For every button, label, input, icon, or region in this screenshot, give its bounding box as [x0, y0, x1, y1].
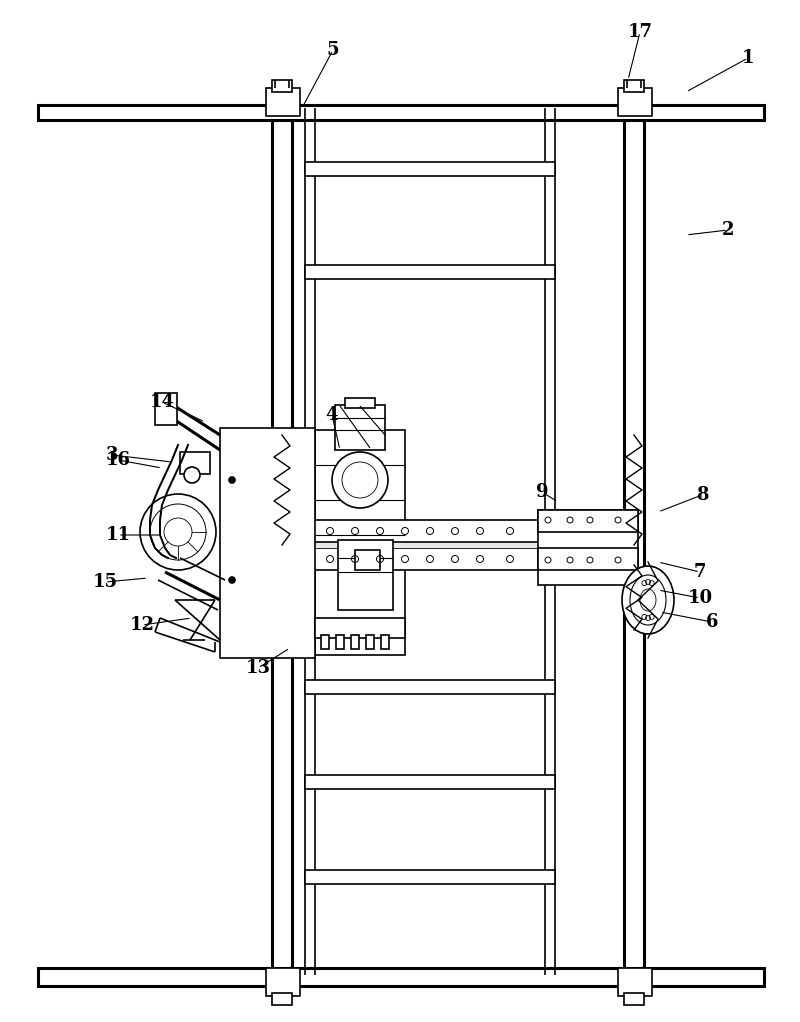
Bar — [272, 80, 292, 92]
Bar — [305, 870, 555, 884]
Bar — [305, 265, 555, 279]
Bar — [624, 993, 644, 1005]
Bar — [538, 510, 638, 585]
Bar — [180, 452, 210, 474]
Text: 7: 7 — [694, 563, 706, 580]
Bar — [220, 428, 315, 658]
Text: 1: 1 — [742, 49, 754, 67]
Text: 15: 15 — [93, 573, 118, 591]
Bar — [538, 510, 638, 532]
Bar — [624, 80, 644, 92]
Text: 6: 6 — [706, 613, 718, 631]
Bar — [355, 550, 380, 570]
Text: 14: 14 — [150, 393, 174, 411]
Circle shape — [184, 467, 200, 483]
Bar — [538, 548, 638, 570]
Bar — [155, 393, 177, 425]
Bar — [305, 775, 555, 789]
Text: 5: 5 — [326, 41, 339, 59]
Text: 17: 17 — [627, 24, 653, 41]
Circle shape — [229, 477, 235, 483]
Bar — [366, 635, 374, 649]
Bar — [618, 968, 652, 996]
Text: 10: 10 — [687, 589, 713, 607]
Bar — [38, 968, 764, 986]
Text: 16: 16 — [106, 451, 130, 469]
Text: 8: 8 — [696, 486, 708, 504]
Text: 11: 11 — [106, 526, 130, 544]
Bar — [266, 968, 300, 996]
Bar — [315, 430, 405, 655]
Text: 12: 12 — [130, 616, 154, 634]
Bar — [338, 540, 393, 610]
Circle shape — [140, 494, 216, 570]
Bar — [266, 88, 300, 117]
Text: 13: 13 — [246, 659, 270, 677]
Bar — [272, 993, 292, 1005]
Bar — [335, 405, 385, 450]
Bar — [381, 635, 389, 649]
Ellipse shape — [622, 566, 674, 634]
Bar — [345, 398, 375, 408]
Text: 9: 9 — [536, 483, 548, 501]
Bar — [321, 635, 329, 649]
Text: 2: 2 — [722, 221, 734, 239]
Bar — [305, 542, 555, 548]
Bar — [305, 520, 555, 542]
Text: 4: 4 — [326, 406, 338, 424]
Text: 3: 3 — [106, 446, 118, 464]
Bar — [315, 618, 405, 638]
Bar — [336, 635, 344, 649]
Bar — [305, 548, 555, 570]
Bar — [305, 680, 555, 694]
Circle shape — [229, 577, 235, 583]
Circle shape — [332, 452, 388, 508]
Bar — [618, 88, 652, 117]
Bar — [305, 162, 555, 176]
Bar — [38, 105, 764, 120]
Bar — [351, 635, 359, 649]
Circle shape — [188, 453, 208, 473]
